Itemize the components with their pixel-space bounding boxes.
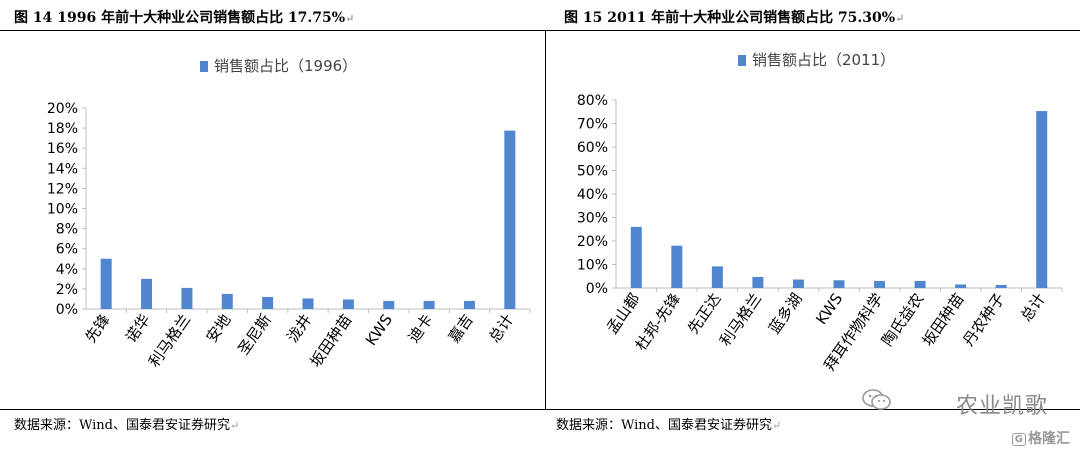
category-label: 孟山都: [603, 290, 644, 337]
category-label: 利马格兰: [716, 290, 765, 349]
y-tick-label: 18%: [47, 121, 78, 137]
bar: [630, 226, 642, 288]
legend-swatch: [738, 55, 746, 66]
category-label: 坂田种苗: [306, 311, 355, 370]
gelonghui-logo: G 格隆汇: [1011, 428, 1070, 448]
category-label: 利马格兰: [145, 311, 194, 370]
y-tick-label: 0%: [56, 302, 78, 318]
y-tick-label: 80%: [577, 93, 608, 109]
y-tick-label: 0%: [586, 281, 608, 297]
y-tick-label: 40%: [577, 187, 608, 203]
category-label: KWS: [362, 311, 396, 349]
category-label: 先锋: [81, 311, 113, 346]
bar: [792, 279, 804, 288]
source-note: 数据来源：Wind、国泰君安证券研究↵: [556, 418, 782, 433]
panel-divider: [545, 30, 546, 410]
wechat-icon: [862, 388, 892, 412]
y-tick-label: 20%: [47, 101, 78, 117]
bar: [874, 280, 886, 288]
bar: [914, 280, 926, 288]
bottom-rule: [0, 409, 1080, 410]
figure-title: 图 14 1996 年前十大种业公司销售额占比 17.75%↵: [14, 10, 355, 26]
bar: [262, 296, 274, 309]
category-label: 嘉吉: [445, 311, 477, 346]
gelonghui-logo-icon: G: [1011, 433, 1026, 446]
category-label: 迪卡: [404, 311, 436, 346]
category-label: 丹农种子: [959, 290, 1008, 349]
y-tick-label: 14%: [47, 161, 78, 177]
legend-label: 销售额占比（2011）: [752, 51, 895, 69]
legend-swatch: [200, 61, 208, 72]
legend-label: 销售额占比（1996）: [214, 57, 357, 75]
bar: [221, 293, 233, 309]
category-label: 先正达: [684, 290, 725, 337]
return-mark: ↵: [895, 12, 905, 25]
y-tick-label: 16%: [47, 141, 78, 157]
bar: [671, 245, 683, 288]
y-tick-label: 60%: [577, 140, 608, 156]
category-label: 诺华: [122, 311, 154, 346]
y-tick-label: 8%: [56, 222, 78, 238]
y-tick-label: 6%: [56, 242, 78, 258]
bar: [100, 258, 112, 309]
category-label: KWS: [812, 290, 846, 328]
figure-14-panel: 图 14 1996 年前十大种业公司销售额占比 17.75%↵ 销售额占比（19…: [14, 10, 531, 433]
bar: [423, 300, 435, 309]
top-rule: [0, 30, 1080, 31]
y-tick-label: 10%: [577, 258, 608, 274]
y-tick-label: 12%: [47, 181, 78, 197]
y-tick-label: 20%: [577, 234, 608, 250]
category-label: 蓝多湖: [765, 290, 806, 337]
source-note: 数据来源：Wind、国泰君安证券研究↵: [14, 418, 240, 433]
return-mark: ↵: [772, 419, 782, 432]
bar: [181, 287, 193, 309]
figure-15-panel: 图 15 2011 年前十大种业公司销售额占比 75.30%↵ 销售额占比（20…: [546, 0, 1080, 454]
category-label: 泷井: [283, 311, 315, 346]
return-mark: ↵: [230, 419, 240, 432]
bar: [1036, 111, 1048, 288]
y-tick-label: 50%: [577, 164, 608, 180]
watermark-text: 农业凯歌: [955, 394, 1048, 419]
y-tick-label: 2%: [56, 282, 78, 298]
y-tick-label: 4%: [56, 262, 78, 278]
bar: [833, 280, 845, 288]
y-tick-label: 70%: [577, 117, 608, 133]
y-tick-label: 30%: [577, 211, 608, 227]
y-tick-label: 10%: [47, 202, 78, 218]
return-mark: ↵: [345, 12, 355, 25]
bar: [504, 130, 516, 309]
bar: [995, 284, 1007, 288]
category-label: 总计: [485, 311, 517, 346]
category-label: 安地: [203, 311, 235, 346]
bar: [955, 284, 967, 288]
category-label: 圣尼斯: [234, 311, 275, 358]
category-label: 总计: [1017, 290, 1049, 325]
bar: [752, 276, 764, 288]
bar: [711, 266, 723, 288]
bar: [141, 278, 153, 309]
bar: [383, 300, 395, 309]
bar: [302, 298, 314, 309]
chart-2011: 销售额占比（2011） 0% 10% 20% 30% 40% 50% 60% 70% 80% 孟山都…: [577, 51, 1063, 374]
chart-1996: 销售额占比（1996） 0% 2% 4% 6% 8% 10% 12% 14% 16% 18% 20% 先…: [47, 57, 531, 370]
bar: [463, 300, 475, 309]
figure-title: 图 15 2011 年前十大种业公司销售额占比 75.30%↵: [564, 10, 905, 26]
bar: [342, 299, 354, 309]
